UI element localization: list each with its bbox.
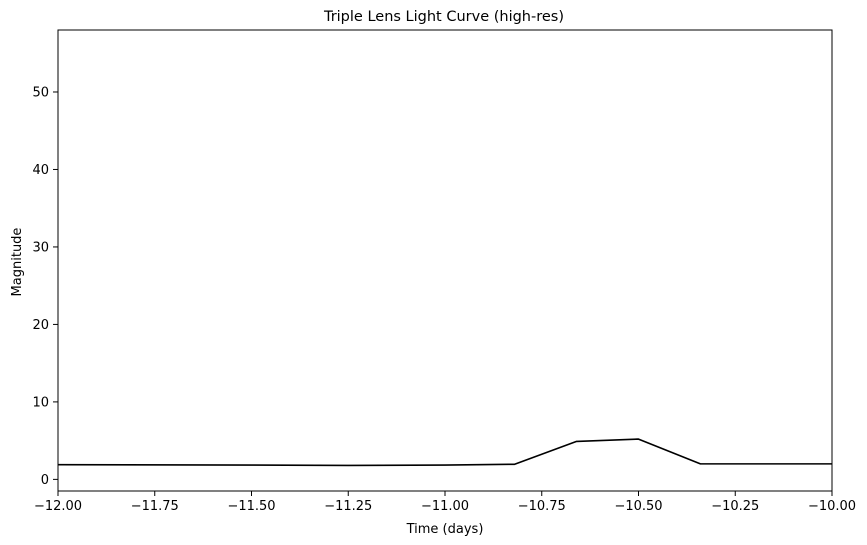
x-tick-label: −12.00 (34, 499, 82, 514)
y-tick-label: 0 (41, 473, 49, 488)
y-tick-label: 30 (32, 240, 49, 255)
x-tick-label: −10.75 (518, 499, 566, 514)
x-tick-label: −11.50 (227, 499, 275, 514)
x-tick-label: −11.25 (324, 499, 372, 514)
plot-frame (57, 29, 833, 492)
series-layer (57, 438, 832, 467)
x-tick-label: −10.25 (711, 499, 759, 514)
y-axis-label: Magnitude (10, 228, 25, 297)
chart-title: Triple Lens Light Curve (high-res) (323, 9, 564, 25)
series-line-0 (57, 438, 832, 467)
y-axis: 0 10 20 30 40 50 (32, 85, 58, 488)
x-tick-label: −10.50 (614, 499, 662, 514)
x-tick-label: −10.00 (808, 499, 856, 514)
x-axis: −12.00 −11.75 −11.50 −11.25 −11.00 −10.75 −10.… (34, 491, 856, 514)
x-tick-label: −11.00 (421, 499, 469, 514)
x-tick-label: −11.75 (131, 499, 179, 514)
y-tick-label: 10 (32, 395, 49, 410)
y-tick-label: 20 (32, 318, 49, 333)
y-tick-label: 50 (32, 85, 49, 100)
y-tick-label: 40 (32, 163, 49, 178)
x-axis-label: Time (days) (406, 522, 484, 537)
